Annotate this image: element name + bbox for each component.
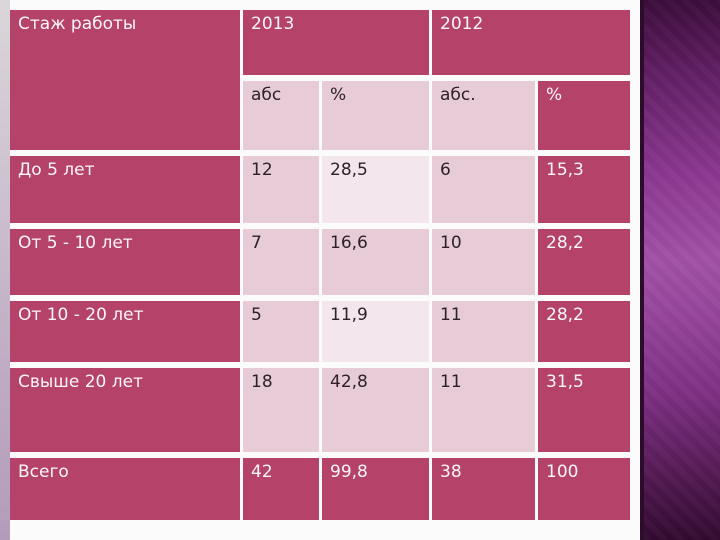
header-year-2012: 2012 xyxy=(432,10,630,75)
cell-2012-pct: 31,5 xyxy=(538,368,630,452)
cell-2012-abs: 6 xyxy=(432,156,535,223)
header-year-2013: 2013 xyxy=(243,10,429,75)
cell-2013-pct: 42,8 xyxy=(322,368,429,452)
cell-2012-abs: 10 xyxy=(432,229,535,295)
cell-2013-abs: 18 xyxy=(243,368,319,452)
cell-2012-abs: 11 xyxy=(432,301,535,362)
cell-2013-abs: 7 xyxy=(243,229,319,295)
cell-2013-pct: 16,6 xyxy=(322,229,429,295)
total-2013-pct: 99,8 xyxy=(322,458,429,520)
cell-2012-abs: 11 xyxy=(432,368,535,452)
subheader-2013-pct: % xyxy=(322,81,429,150)
row-label: Свыше 20 лет xyxy=(10,368,240,452)
subheader-2013-abs: абс xyxy=(243,81,319,150)
cell-2013-pct: 28,5 xyxy=(322,156,429,223)
subheader-2012-pct: % xyxy=(538,81,630,150)
total-2013-abs: 42 xyxy=(243,458,319,520)
cell-2012-pct: 28,2 xyxy=(538,229,630,295)
subheader-2012-abs: абс. xyxy=(432,81,535,150)
cell-2013-abs: 5 xyxy=(243,301,319,362)
row-label: От 5 - 10 лет xyxy=(10,229,240,295)
cell-2012-pct: 15,3 xyxy=(538,156,630,223)
row-label: До 5 лет xyxy=(10,156,240,223)
left-edge-decoration xyxy=(0,0,10,540)
purple-sidebar-decoration xyxy=(640,0,720,540)
row-label: От 10 - 20 лет xyxy=(10,301,240,362)
experience-table: Стаж работы 2013 2012 абс % абс. % До 5 … xyxy=(10,10,630,520)
cell-2013-abs: 12 xyxy=(243,156,319,223)
total-row-label: Всего xyxy=(10,458,240,520)
header-experience-column: Стаж работы xyxy=(10,10,240,150)
total-2012-abs: 38 xyxy=(432,458,535,520)
cell-2012-pct: 28,2 xyxy=(538,301,630,362)
total-2012-pct: 100 xyxy=(538,458,630,520)
cell-2013-pct: 11,9 xyxy=(322,301,429,362)
